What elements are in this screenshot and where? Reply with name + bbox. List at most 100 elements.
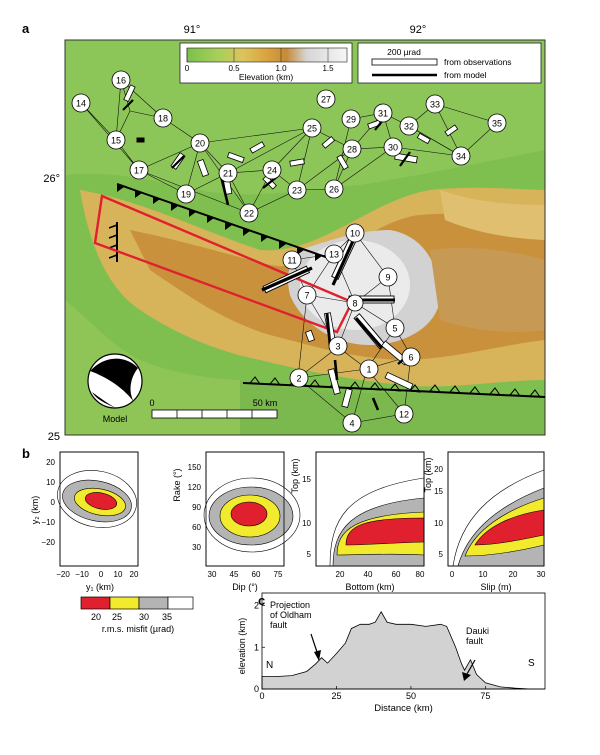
svg-text:32: 32: [404, 122, 414, 132]
svg-text:1: 1: [366, 365, 371, 375]
svg-text:5: 5: [392, 324, 397, 334]
latitude-tick-26: 26°: [43, 173, 60, 185]
svg-text:11: 11: [287, 256, 296, 266]
svg-text:−10: −10: [41, 518, 55, 527]
svg-text:34: 34: [456, 152, 466, 162]
misfit-panel-bottom-top: 15 10 5 20 40 60 80 Bottom (km) Top (km): [290, 451, 425, 592]
svg-text:−10: −10: [75, 570, 89, 579]
station-marker: 18: [153, 108, 173, 128]
station-marker: 28: [342, 139, 362, 159]
svg-text:3: 3: [335, 342, 340, 352]
station-marker: 5: [385, 318, 405, 338]
station-marker: 21: [218, 163, 238, 183]
svg-text:120: 120: [188, 483, 202, 492]
svg-text:27: 27: [321, 95, 331, 105]
station-marker: 19: [176, 184, 196, 204]
svg-text:0: 0: [99, 570, 104, 579]
profile-label-n: N: [266, 660, 273, 671]
elevation-colorbar: [186, 47, 348, 63]
svg-text:25: 25: [307, 124, 317, 134]
station-marker: 1: [359, 359, 379, 379]
svg-text:80: 80: [416, 570, 425, 579]
station-marker: 22: [239, 203, 259, 223]
profile-annotation-oldham: Projection of Oldham fault: [270, 600, 312, 630]
station-marker: 6: [401, 347, 421, 367]
station-marker: 34: [451, 146, 471, 166]
station-marker: 8: [346, 294, 364, 312]
svg-text:23: 23: [292, 186, 302, 196]
svg-text:28: 28: [347, 145, 357, 155]
panel-label-b: b: [22, 446, 30, 461]
x-tick-label: 50: [406, 691, 416, 701]
station-marker: 13: [324, 244, 344, 264]
elevation-tick: 1.5: [322, 64, 334, 73]
svg-text:30: 30: [139, 612, 149, 622]
station-marker: 7: [297, 285, 317, 305]
svg-text:20: 20: [195, 139, 205, 149]
svg-text:6: 6: [408, 353, 413, 363]
station-marker: 4: [342, 413, 362, 433]
svg-text:90: 90: [192, 503, 201, 512]
svg-text:17: 17: [134, 166, 144, 176]
profile-annotation-dauki: Dauki fault: [466, 626, 489, 646]
svg-text:29: 29: [346, 115, 356, 125]
station-marker: 29: [341, 109, 361, 129]
station-marker: 32: [399, 116, 419, 136]
svg-text:10: 10: [302, 519, 311, 528]
elevation-tick: 1.0: [275, 64, 287, 73]
y-tick-label: 2: [254, 601, 259, 611]
station-marker: 3: [328, 336, 348, 356]
svg-text:22: 22: [244, 209, 254, 219]
station-marker: 17: [129, 160, 149, 180]
tilt-observations-label: from observations: [444, 57, 512, 67]
station-marker: 12: [394, 404, 414, 424]
misfit-xlabel: Dip (°): [232, 582, 258, 592]
svg-text:75: 75: [274, 570, 283, 579]
svg-text:35: 35: [162, 612, 172, 622]
misfit-xlabel: Slip (m): [481, 582, 512, 592]
svg-text:15: 15: [111, 136, 121, 146]
svg-text:15: 15: [302, 475, 311, 484]
tilt-scale-label: 200 µrad: [387, 47, 421, 57]
station-markers: 1 2 3 4 5 6 7 8 9 10 11 12 13 14 15 16 1…: [71, 70, 507, 433]
map-frame: [64, 39, 546, 436]
longitude-tick-91: 91°: [184, 24, 201, 36]
station-marker: 27: [316, 89, 336, 109]
station-marker: 24: [262, 160, 282, 180]
svg-text:8: 8: [352, 299, 357, 309]
svg-text:7: 7: [304, 291, 309, 301]
svg-text:0: 0: [51, 498, 56, 507]
svg-text:−20: −20: [41, 538, 55, 547]
svg-text:60: 60: [192, 523, 201, 532]
svg-text:2: 2: [296, 374, 301, 384]
svg-text:30: 30: [537, 570, 546, 579]
station-marker: 20: [190, 133, 210, 153]
misfit-xlabel: y₁ (km): [86, 582, 114, 592]
model-fault-plane: [93, 194, 354, 334]
svg-text:40: 40: [364, 570, 373, 579]
station-marker: 26: [324, 179, 344, 199]
focal-mechanism-beachball: Model: [87, 353, 143, 424]
misfit-panel-dip-rake: 150 120 90 60 30 30 45 60 75 Dip (°) Rak…: [172, 451, 301, 592]
profile-frame: [261, 592, 546, 690]
svg-text:18: 18: [158, 114, 168, 124]
svg-text:5: 5: [307, 550, 312, 559]
elevation-profile-chart: 0 25 50 75 0 1 2 Distance (km) elevation (km): [237, 592, 546, 714]
x-tick-label: 0: [259, 691, 264, 701]
station-marker: 33: [425, 94, 445, 114]
station-marker: 10: [345, 223, 365, 243]
elevation-tick: 0: [185, 64, 190, 73]
svg-text:60: 60: [252, 570, 261, 579]
svg-text:13: 13: [329, 250, 339, 260]
misfit-xlabel: Bottom (km): [345, 582, 394, 592]
tilt-legend: 200 µrad from observations from model: [357, 42, 542, 84]
svg-text:4: 4: [349, 419, 354, 429]
misfit-ylabel: Top (km): [290, 458, 300, 493]
svg-text:33: 33: [430, 100, 440, 110]
scale-bar-label: 50 km: [253, 398, 278, 408]
svg-text:20: 20: [336, 570, 345, 579]
svg-text:30: 30: [208, 570, 217, 579]
oldham-fault: [108, 183, 341, 263]
elevation-legend: 0 0.5 1.0 1.5 Elevation (km): [179, 42, 353, 84]
